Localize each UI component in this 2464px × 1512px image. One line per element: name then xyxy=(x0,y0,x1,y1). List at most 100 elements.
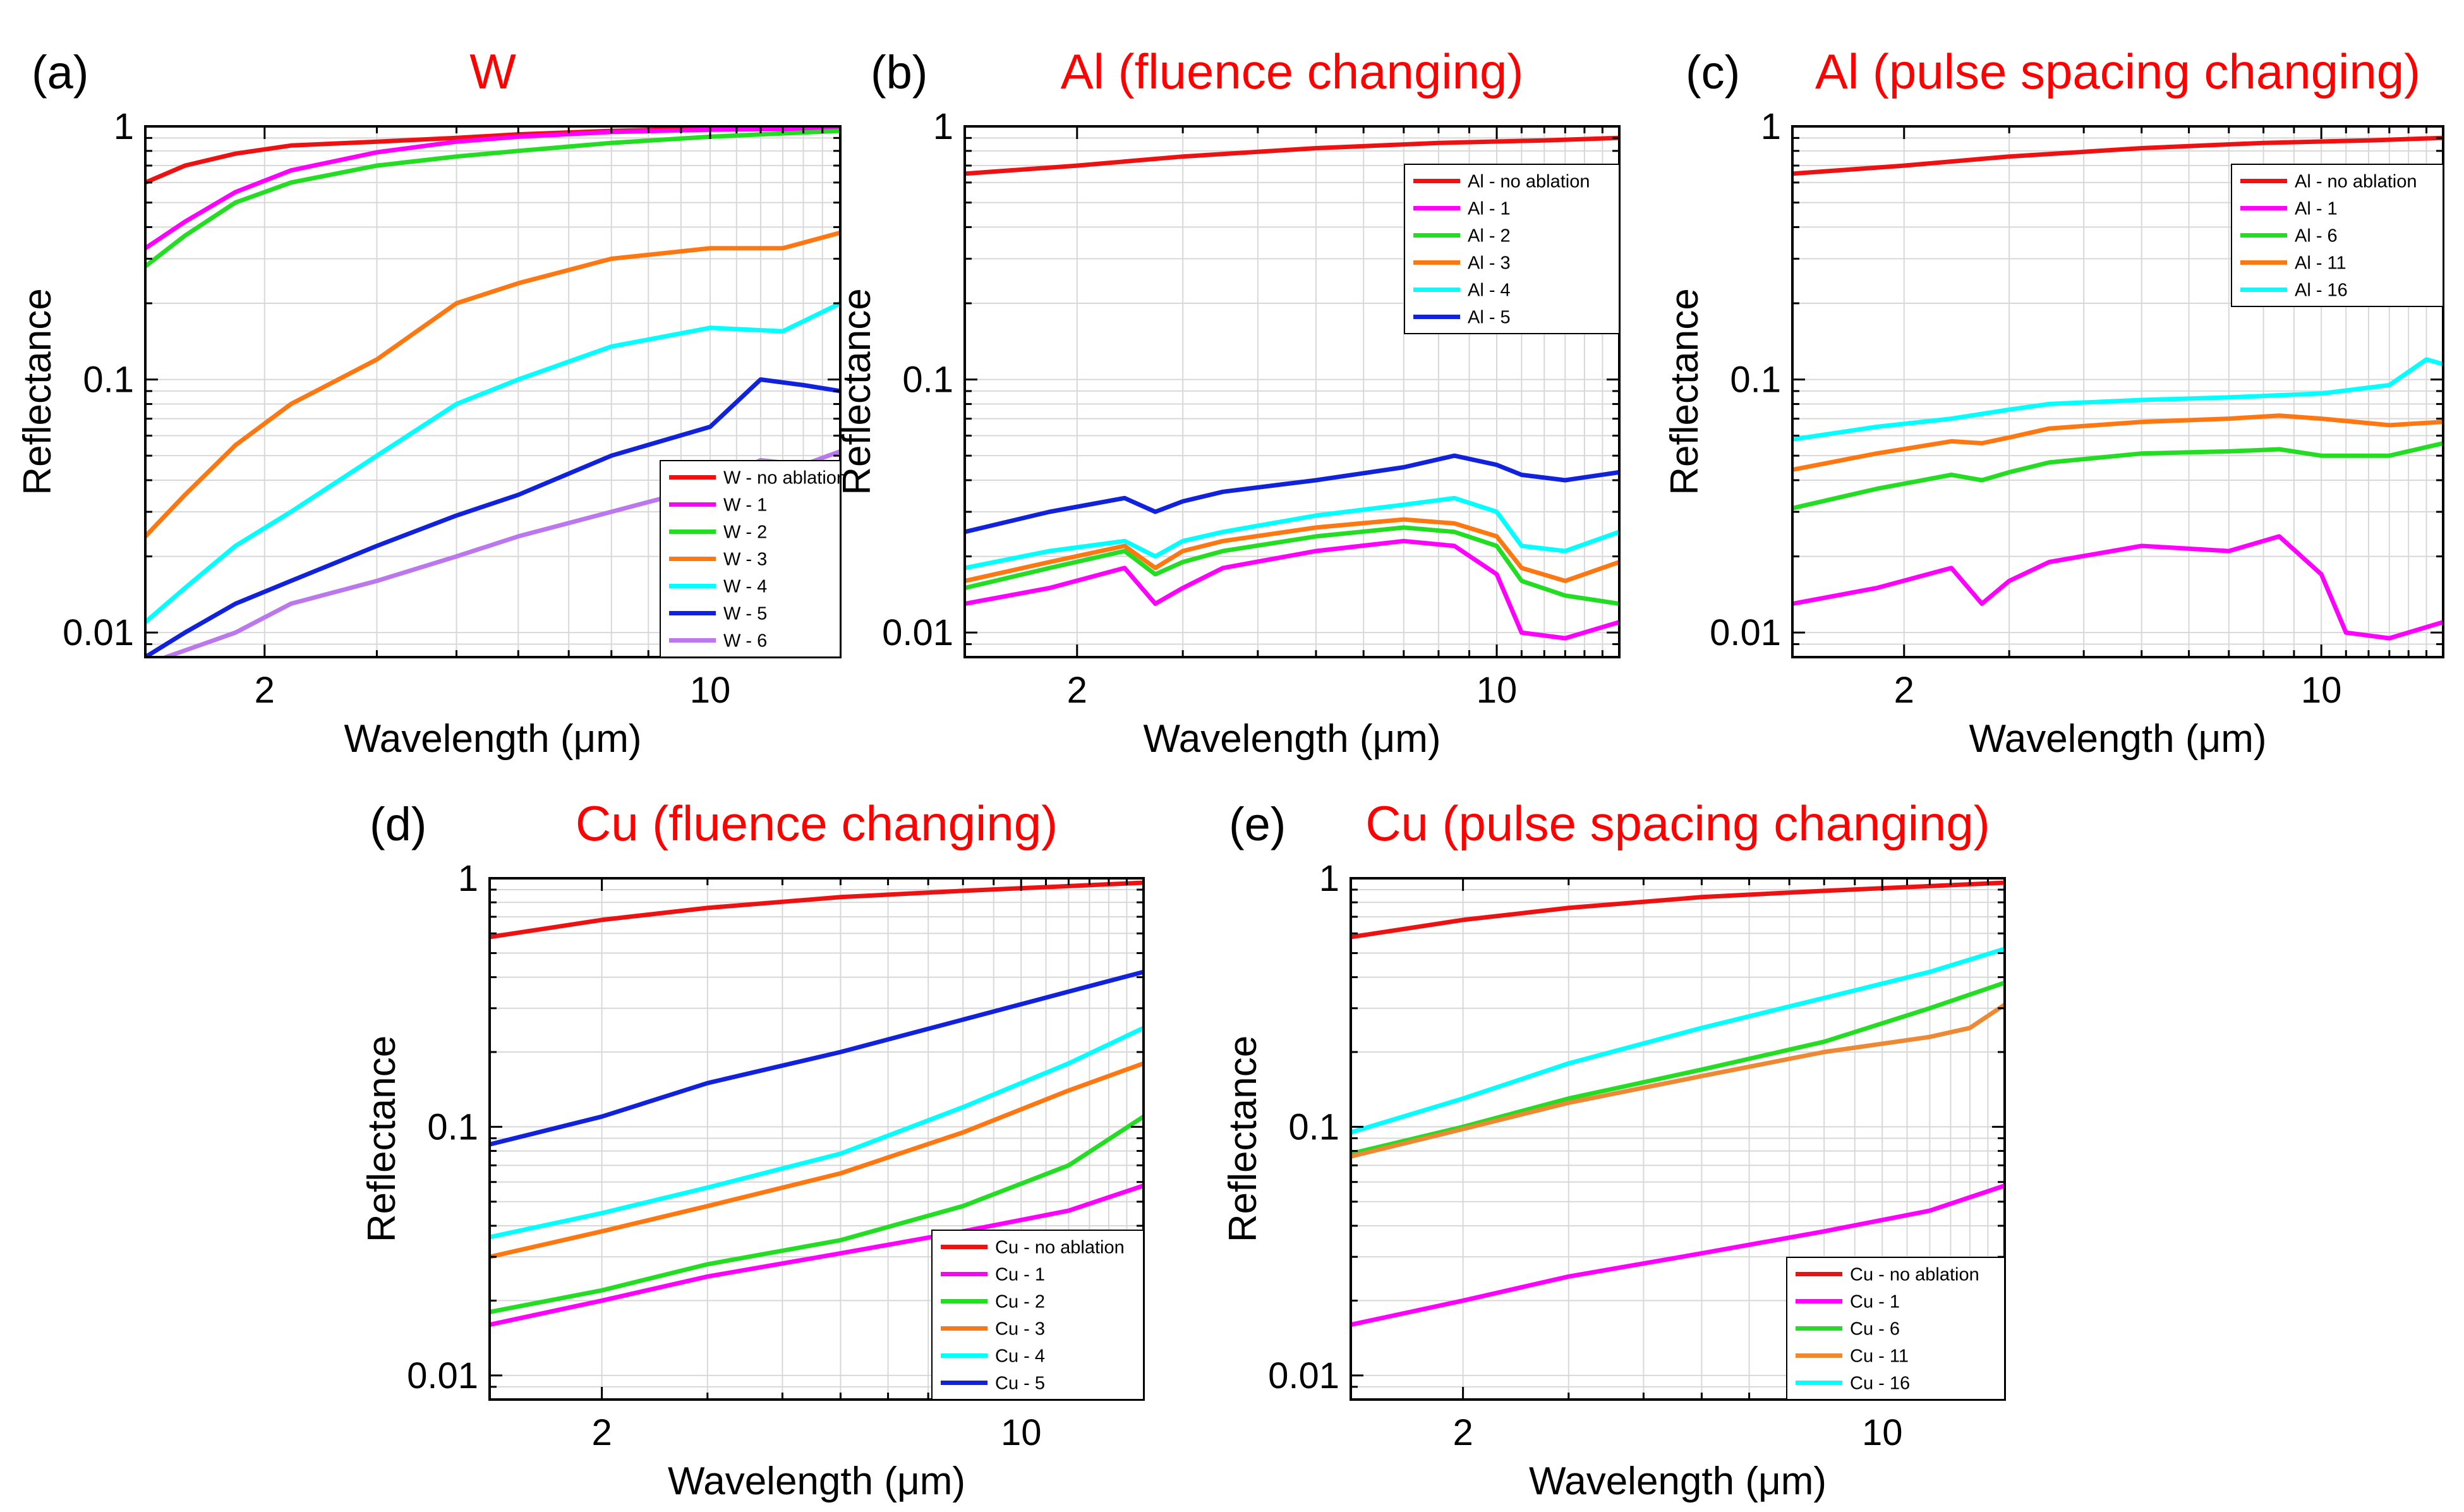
legend: W - no ablation W - 1 W - 2 W - 3 W - 4 W - 5… xyxy=(660,460,847,658)
x-axis-title: Wavelength (μm) xyxy=(668,1460,965,1503)
y-tick-label: 0.1 xyxy=(1288,1106,1339,1147)
series-line-4 xyxy=(145,230,840,539)
legend-entry: Cu - 1 xyxy=(1850,1292,1900,1312)
y-axis-title: Reflectance xyxy=(1221,1036,1265,1242)
series-line-4 xyxy=(1351,1002,2005,1159)
x-axis-title: Wavelength (μm) xyxy=(1529,1460,1827,1503)
x-tick-label: 10 xyxy=(1477,670,1518,711)
series-line-5 xyxy=(490,1025,1144,1240)
legend-entry: Al - 3 xyxy=(1468,253,1511,274)
legend-entry: W - 3 xyxy=(723,550,767,570)
x-axis-title: Wavelength (μm) xyxy=(344,717,642,761)
x-tick-label: 10 xyxy=(690,670,731,711)
legend-entry: W - 1 xyxy=(723,495,767,516)
series-line-5 xyxy=(1351,947,2005,1135)
series-line-5 xyxy=(1792,357,2443,442)
y-tick-label: 0.01 xyxy=(63,612,134,653)
y-tick-label: 0.01 xyxy=(1268,1355,1339,1396)
legend-entry: Cu - 5 xyxy=(995,1374,1045,1394)
legend: Cu - no ablation Cu - 1 Cu - 6 Cu - 11 Cu - … xyxy=(1786,1257,2005,1400)
y-tick-label: 0.1 xyxy=(902,360,953,401)
y-axis-title: Reflectance xyxy=(360,1036,404,1242)
y-tick-label: 0.01 xyxy=(407,1355,478,1396)
chart-title: W xyxy=(469,44,516,99)
series-line-3 xyxy=(490,1114,1144,1314)
x-tick-label: 10 xyxy=(1001,1412,1042,1453)
x-tick-label: 2 xyxy=(591,1412,612,1453)
y-tick-label: 0.1 xyxy=(1730,360,1781,401)
legend-entry: Al - 1 xyxy=(1468,199,1511,219)
y-tick-label: 1 xyxy=(458,858,478,899)
y-tick-label: 1 xyxy=(933,106,953,147)
legend-entry: Cu - 6 xyxy=(1850,1319,1900,1340)
legend-entry: Cu - 3 xyxy=(995,1319,1045,1340)
legend-entry: Cu - 16 xyxy=(1850,1374,1910,1394)
series-line-4 xyxy=(490,1061,1144,1259)
panel-label: (a) xyxy=(32,46,88,99)
chart-panel-5: 2 10 0.01 0.1 1 Wavelength (μm) Reflectance (e)… xyxy=(1221,795,2006,1503)
x-tick-label: 2 xyxy=(1067,670,1087,711)
y-tick-label: 0.01 xyxy=(1710,612,1781,653)
series-line-2 xyxy=(1351,1183,2005,1328)
legend-entry: Cu - 2 xyxy=(995,1292,1045,1312)
series-line-1 xyxy=(1792,135,2443,176)
legend: Al - no ablation Al - 1 Al - 6 Al - 11 Al - … xyxy=(2231,164,2444,307)
series-line-2 xyxy=(490,1183,1144,1328)
legend-box xyxy=(1404,164,1620,334)
legend-entry: Al - 2 xyxy=(1468,226,1511,246)
legend-entry: W - 6 xyxy=(723,631,767,651)
series-line-3 xyxy=(965,525,1619,606)
x-axis-title: Wavelength (μm) xyxy=(1969,717,2267,761)
chart-panel-1: 2 10 0.01 0.1 1 Wavelength (μm) Reflectance (a)… xyxy=(16,44,847,761)
grid xyxy=(1351,878,2005,1400)
series-line-6 xyxy=(145,377,840,657)
y-tick-label: 1 xyxy=(114,106,134,147)
panel-label: (d) xyxy=(370,798,426,850)
series-line-1 xyxy=(1351,880,2005,940)
legend-entry: W - no ablation xyxy=(723,468,847,488)
y-tick-label: 1 xyxy=(1319,858,1339,899)
x-tick-label: 10 xyxy=(2301,670,2342,711)
series-line-3 xyxy=(1792,441,2443,511)
series-line-3 xyxy=(145,128,840,269)
y-axis-title: Reflectance xyxy=(16,288,59,495)
series-line-4 xyxy=(1792,413,2443,472)
legend: Cu - no ablation Cu - 1 Cu - 2 Cu - 3 Cu - 4… xyxy=(931,1230,1144,1400)
chart-panel-3: 2 10 0.01 0.1 1 Wavelength (μm) Reflectance (c)… xyxy=(1663,44,2444,761)
chart-title: Cu (pulse spacing changing) xyxy=(1365,795,1990,851)
panel-label: (c) xyxy=(1686,46,1740,99)
legend-entry: Cu - 11 xyxy=(1850,1346,1909,1367)
x-axis-title: Wavelength (μm) xyxy=(1144,717,1441,761)
series-line-2 xyxy=(145,126,840,251)
chart-title: Al (fluence changing) xyxy=(1061,44,1524,99)
legend-entry: W - 5 xyxy=(723,604,767,624)
series-line-1 xyxy=(965,135,1619,176)
series-line-2 xyxy=(965,538,1619,641)
x-tick-label: 10 xyxy=(1862,1412,1903,1453)
y-tick-label: 0.1 xyxy=(83,360,134,401)
y-tick-label: 1 xyxy=(1761,106,1781,147)
legend-entry: W - 2 xyxy=(723,523,767,543)
chart-panel-2: 2 10 0.01 0.1 1 Wavelength (μm) Reflectance (b)… xyxy=(835,44,1621,761)
legend-entry: Cu - 4 xyxy=(995,1346,1045,1367)
panel-label: (b) xyxy=(871,46,927,99)
series-line-4 xyxy=(965,517,1619,583)
chart-title: Al (pulse spacing changing) xyxy=(1815,44,2420,99)
y-axis-title: Reflectance xyxy=(835,288,879,495)
legend-entry: Al - no ablation xyxy=(2295,172,2417,192)
y-tick-label: 0.01 xyxy=(882,612,953,653)
series-line-6 xyxy=(965,453,1619,535)
legend: Al - no ablation Al - 1 Al - 2 Al - 3 Al - 4… xyxy=(1404,164,1620,334)
legend-entry: Al - 6 xyxy=(2295,226,2338,246)
chart-title: Cu (fluence changing) xyxy=(576,795,1058,851)
series-line-2 xyxy=(1792,534,2443,641)
legend-entry: W - 4 xyxy=(723,577,767,597)
legend-entry: Cu - 1 xyxy=(995,1265,1045,1285)
legend-entry: Cu - no ablation xyxy=(1850,1265,1979,1285)
legend-entry: Al - 5 xyxy=(1468,308,1511,328)
legend-entry: Al - 4 xyxy=(1468,281,1511,301)
legend-entry: Al - 1 xyxy=(2295,199,2338,219)
legend-entry: Al - no ablation xyxy=(1468,172,1590,192)
panel-label: (e) xyxy=(1229,798,1286,850)
series-line-5 xyxy=(145,301,840,625)
